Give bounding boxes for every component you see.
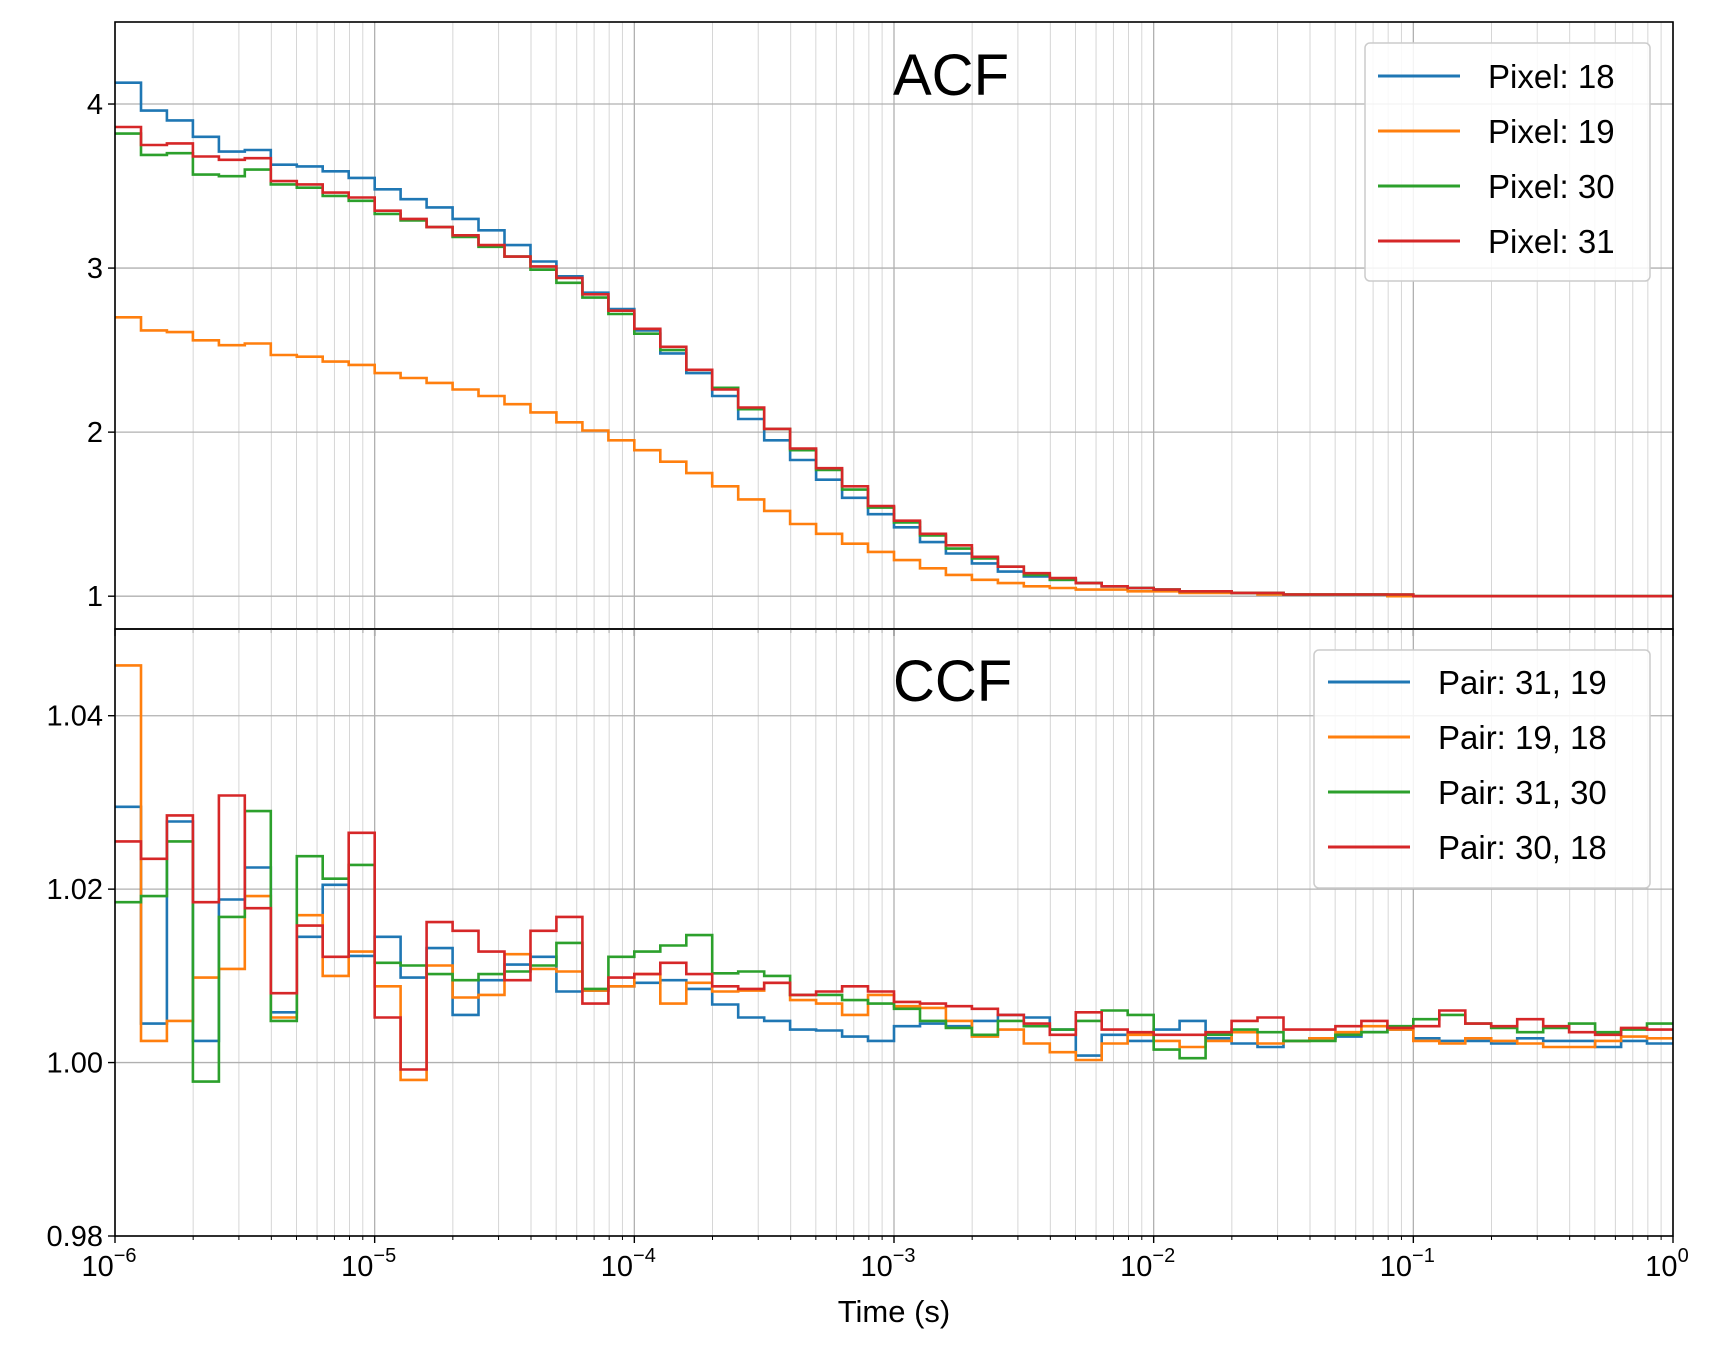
x-axis-label: Time (s): [838, 1294, 951, 1329]
legend-label: Pair: 31, 30: [1438, 774, 1607, 811]
acf-legend: Pixel: 18 Pixel: 19 Pixel: 30 Pixel: 31: [1364, 42, 1651, 282]
y-tick-label: 4: [87, 89, 103, 121]
acf-series-lines: [115, 81, 1673, 598]
ccf-panel: 0.98 1.00 1.02 1.04 CCF Pair: 31, 19 Pair: 1…: [47, 628, 1689, 1329]
series-line: [115, 316, 1673, 598]
legend-label: Pixel: 30: [1488, 168, 1615, 205]
x-tick-label: 10−4: [601, 1245, 656, 1283]
ccf-title: CCF: [893, 649, 1012, 714]
legend-box: [1364, 42, 1651, 282]
acf-title: ACF: [893, 43, 1009, 108]
x-tick-label: 10−3: [860, 1245, 915, 1283]
ccf-series-lines: [115, 664, 1673, 1083]
x-tick-label: 10−1: [1380, 1245, 1435, 1283]
x-tick-label: 10−2: [1120, 1245, 1175, 1283]
y-tick-label: 2: [87, 417, 103, 449]
x-tick-label: 10−5: [341, 1245, 396, 1283]
y-tick-label: 1: [87, 581, 103, 613]
x-tick-labels: 10−6 10−5 10−4 10−3 10−2 10−1 100: [81, 1245, 1688, 1283]
y-tick-label: 1.00: [47, 1048, 103, 1080]
y-tick-label: 1.02: [47, 874, 103, 906]
legend-label: Pixel: 18: [1488, 58, 1615, 95]
ccf-axes-frame: [114, 628, 1674, 1237]
ccf-legend: Pair: 31, 19 Pair: 19, 18 Pair: 31, 30 Pair…: [1313, 649, 1651, 889]
legend-label: Pair: 19, 18: [1438, 719, 1607, 756]
x-tick-label: 100: [1645, 1245, 1688, 1283]
y-tick-label: 3: [87, 253, 103, 285]
legend-label: Pair: 30, 18: [1438, 829, 1607, 866]
y-tick-label: 0.98: [47, 1221, 103, 1253]
legend-label: Pixel: 19: [1488, 113, 1615, 150]
legend-box: [1313, 649, 1651, 889]
legend-label: Pixel: 31: [1488, 223, 1615, 260]
x-tick-label: 10−6: [81, 1245, 136, 1283]
series-line: [115, 125, 1673, 598]
y-tick-label: 1.04: [47, 701, 103, 733]
series-line: [115, 794, 1673, 1071]
legend-label: Pair: 31, 19: [1438, 664, 1607, 701]
